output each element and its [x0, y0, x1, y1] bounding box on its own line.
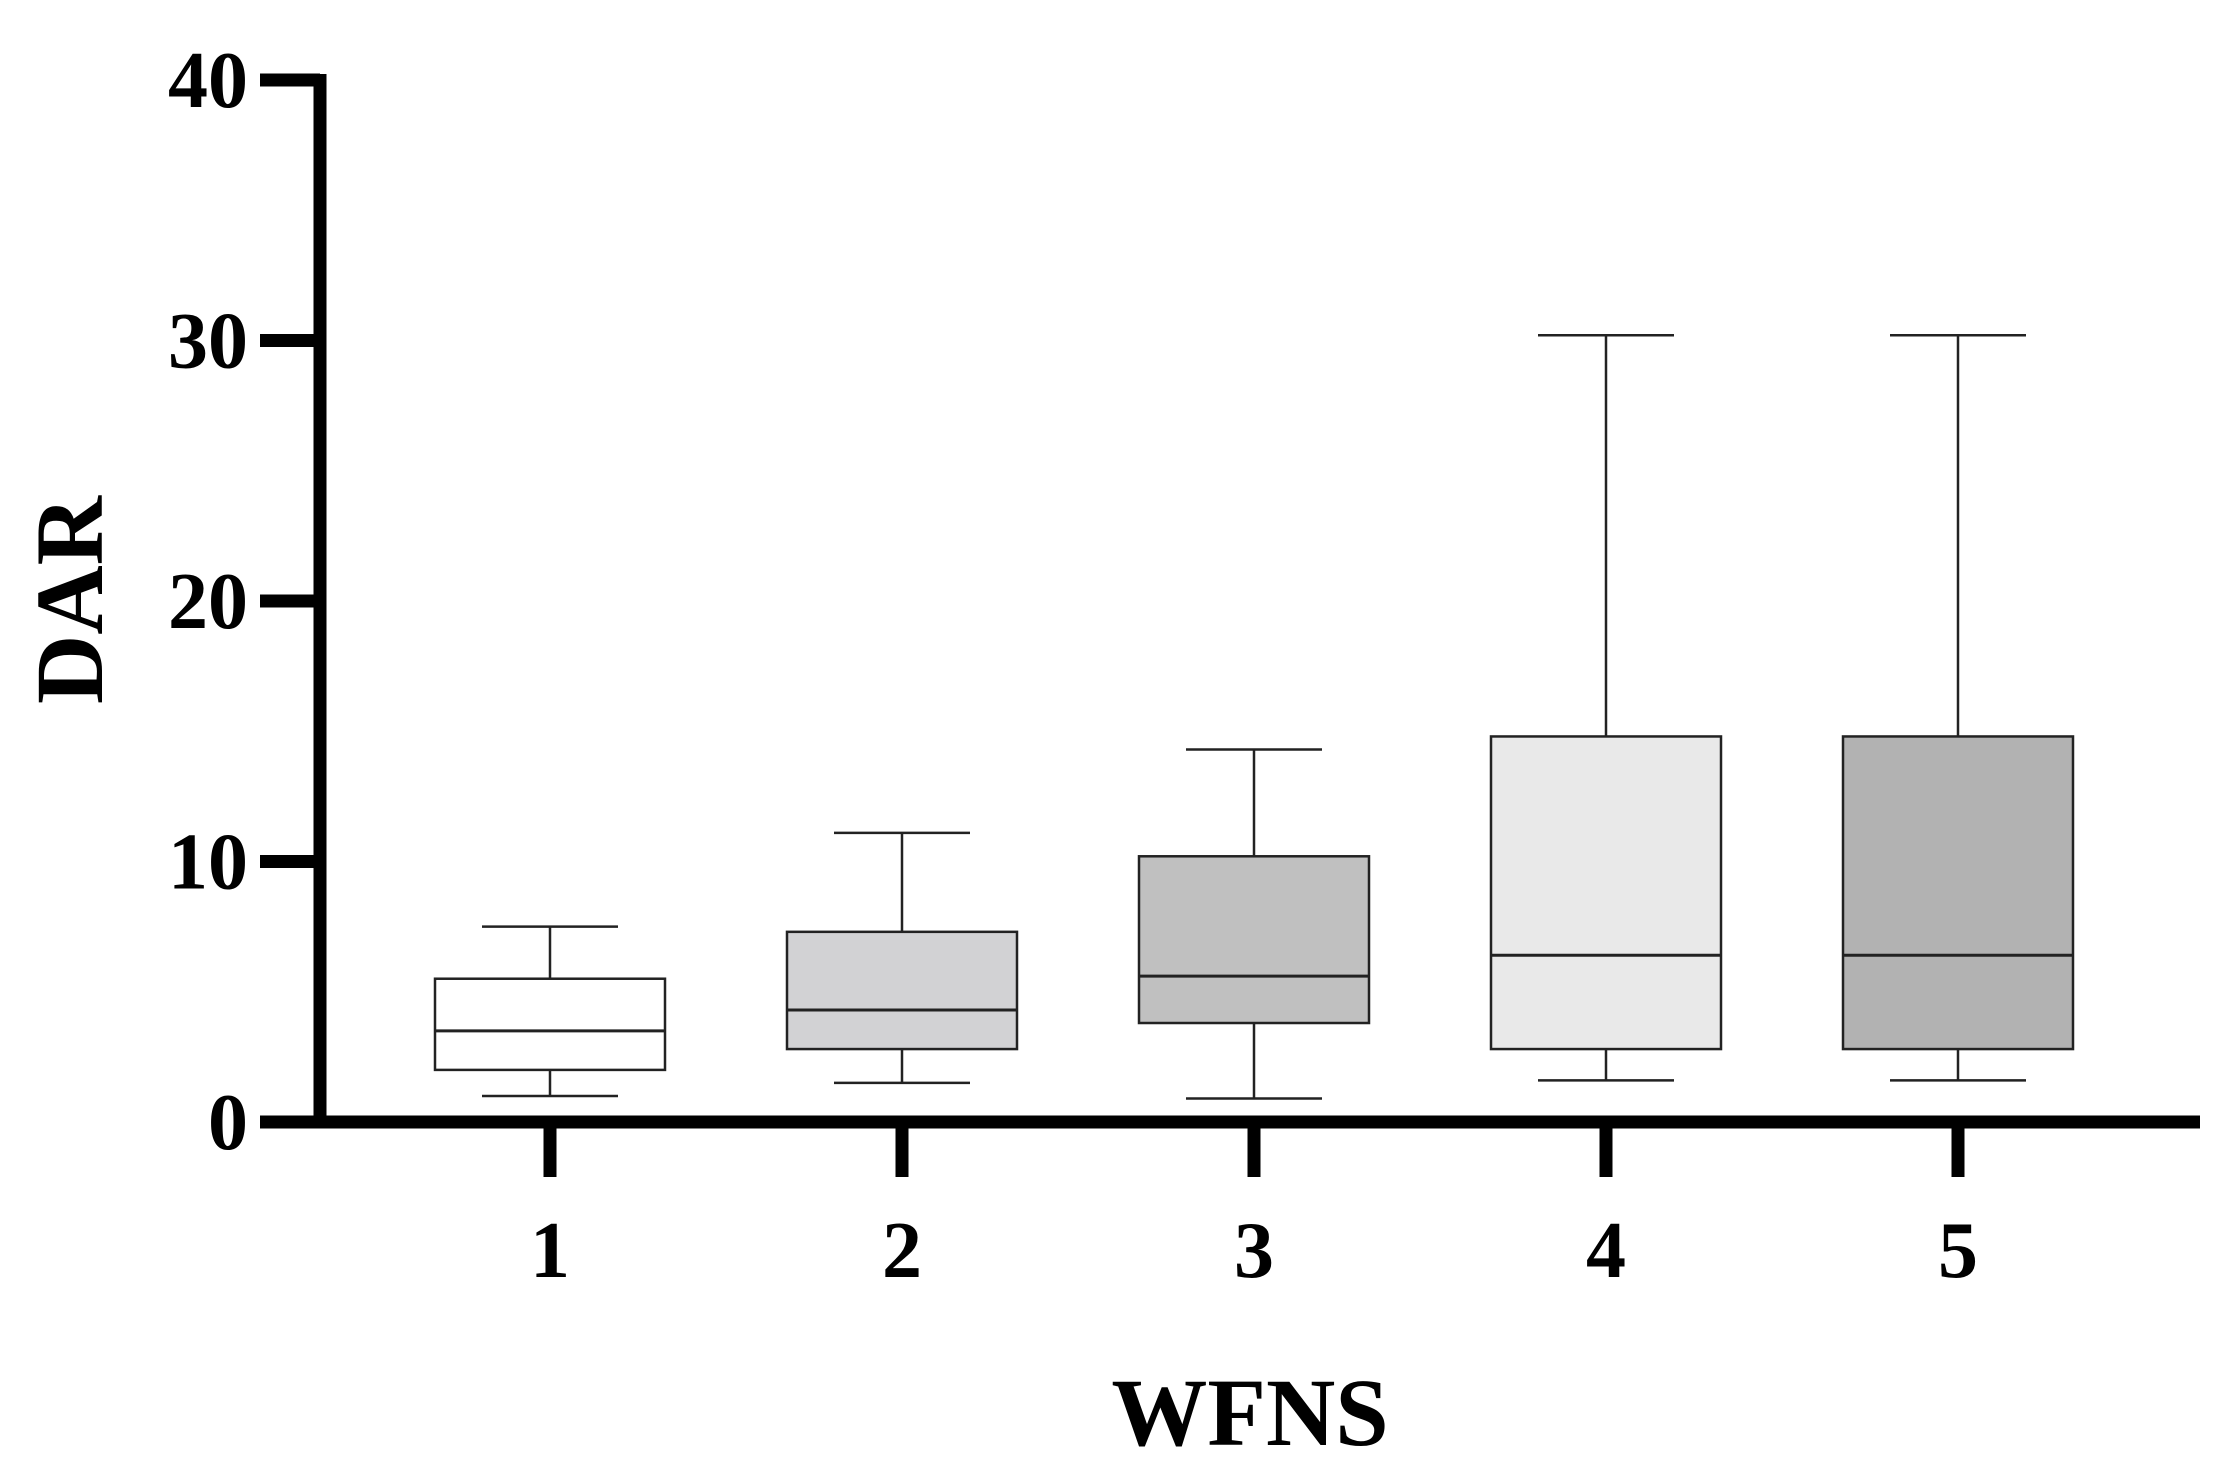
x-tick-label-4: 4 — [1586, 1207, 1626, 1295]
y-tick-label-0: 0 — [208, 1079, 248, 1167]
x-tick-label-2: 2 — [882, 1207, 922, 1295]
x-axis-title: WFNS — [1111, 1359, 1388, 1466]
box-5 — [1841, 735, 2075, 1051]
box-3 — [1137, 855, 1371, 1025]
y-tick-label-20: 20 — [168, 558, 248, 646]
box-group-1 — [433, 925, 667, 1098]
y-tick-label-10: 10 — [168, 819, 248, 907]
labels-layer: 0 10 20 30 40 1 2 3 4 5 — [168, 37, 1978, 1295]
box-4 — [1489, 735, 1723, 1051]
box-2 — [785, 930, 1019, 1051]
x-tick-label-1: 1 — [530, 1207, 570, 1295]
box-group-2 — [785, 831, 1019, 1085]
box-group-4 — [1489, 334, 1723, 1082]
boxes-layer — [433, 334, 2075, 1100]
box-1 — [433, 977, 667, 1072]
y-tick-label-30: 30 — [168, 298, 248, 386]
x-tick-label-5: 5 — [1938, 1207, 1978, 1295]
y-axis-title: DAR — [16, 494, 123, 704]
x-tick-label-3: 3 — [1234, 1207, 1274, 1295]
axes-layer — [260, 73, 2200, 1177]
box-group-5 — [1841, 334, 2075, 1082]
box-group-3 — [1137, 748, 1371, 1100]
y-tick-label-40: 40 — [168, 37, 248, 125]
